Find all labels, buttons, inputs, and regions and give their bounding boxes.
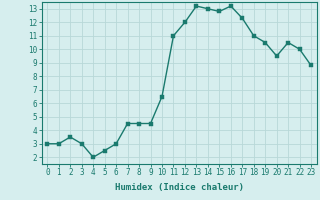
X-axis label: Humidex (Indice chaleur): Humidex (Indice chaleur) (115, 183, 244, 192)
